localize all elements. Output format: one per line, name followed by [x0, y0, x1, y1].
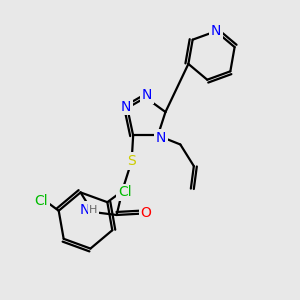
Text: Cl: Cl — [34, 194, 48, 208]
Text: S: S — [127, 154, 136, 168]
Text: N: N — [211, 24, 221, 38]
Text: N: N — [142, 88, 152, 102]
Text: N: N — [156, 131, 166, 145]
Text: Cl: Cl — [118, 185, 131, 199]
Text: N: N — [121, 100, 131, 113]
Text: O: O — [141, 206, 152, 220]
Text: H: H — [89, 205, 98, 214]
Text: N: N — [80, 202, 90, 217]
